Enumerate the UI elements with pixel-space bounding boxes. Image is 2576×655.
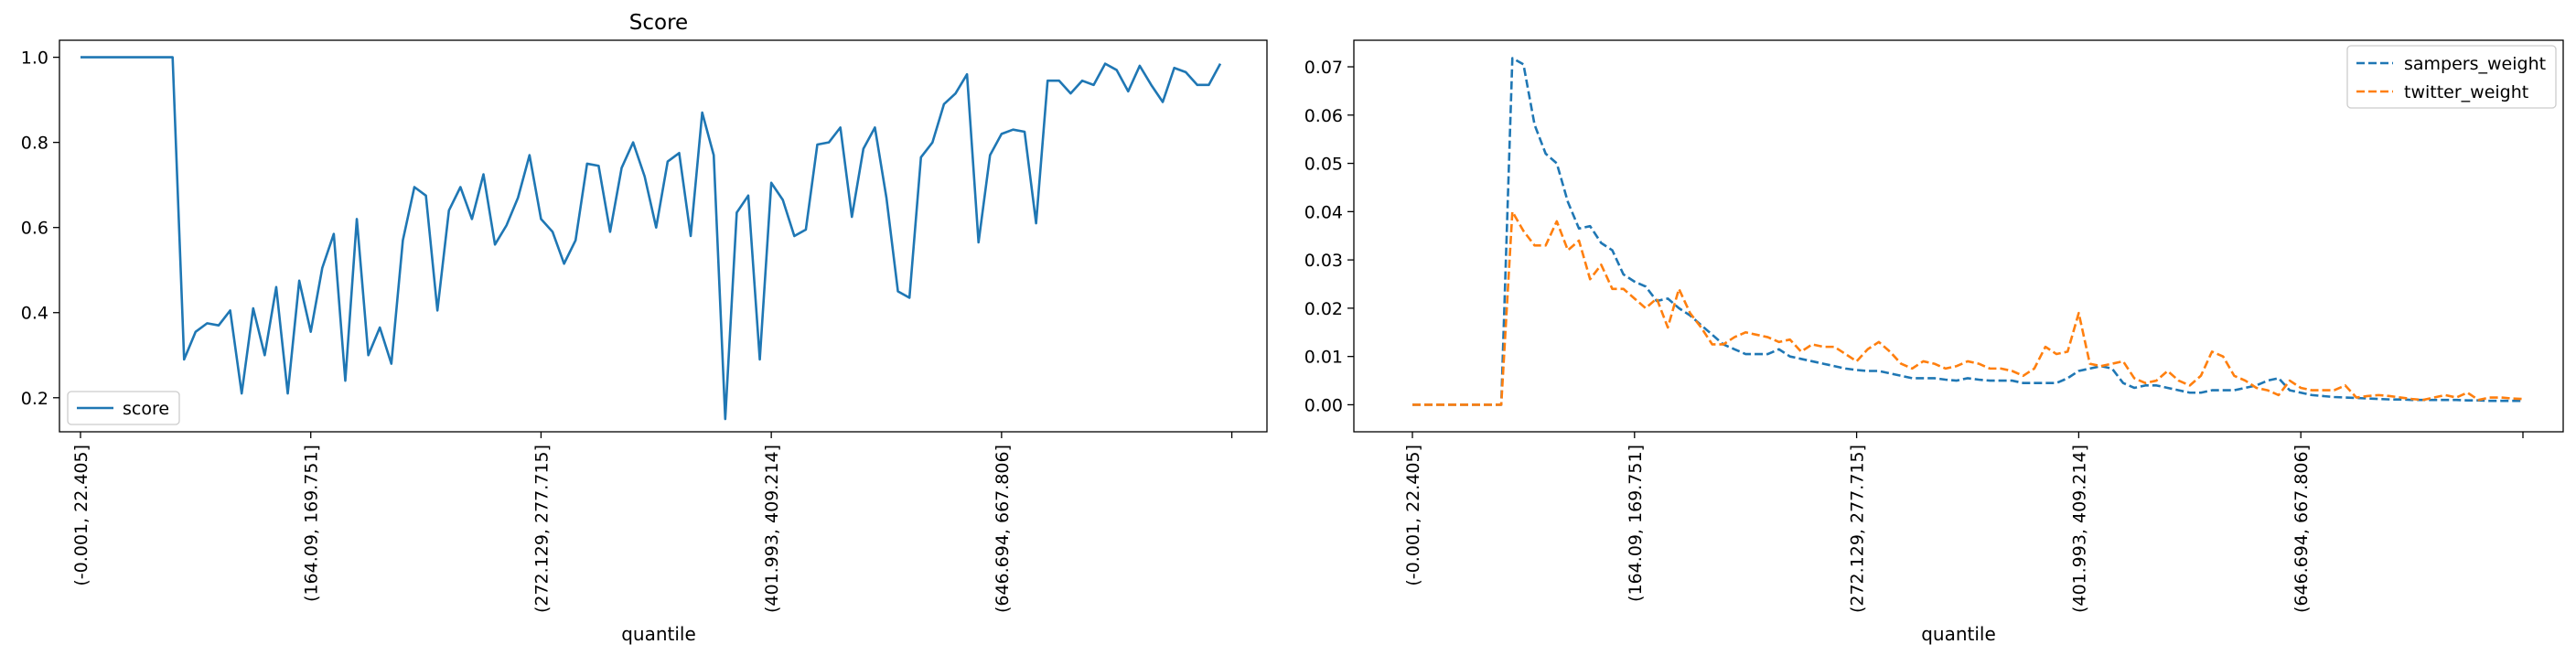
chart-title: Score	[629, 11, 688, 35]
y-tick-label: 0.07	[1304, 58, 1343, 78]
y-tick-label: 0.6	[21, 219, 48, 239]
y-axis: 0.2 0.4 0.6 0.8 1.0	[21, 48, 59, 409]
legend: sampers_weight twitter_weight	[2346, 45, 2557, 109]
axes-frame	[59, 39, 1268, 433]
series-line-score	[80, 56, 1222, 421]
x-tick-label: (646.694, 667.806]	[993, 445, 1013, 613]
legend-label-sampers-weight: sampers_weight	[2404, 54, 2546, 74]
score-chart: Score 0.2 0.4 0.6 0.8 1.0 (-0.001, 22.405] (1…	[21, 11, 1268, 645]
x-axis-label: quantile	[1921, 623, 1996, 645]
legend-box	[67, 391, 180, 425]
x-tick-label: (164.09, 169.751]	[302, 445, 322, 602]
weight-chart: 0.00 0.01 0.02 0.03 0.04 0.05 0.06 0.07 (-0.001…	[1304, 39, 2564, 645]
y-tick-label: 0.04	[1304, 202, 1343, 222]
y-tick-label: 0.01	[1304, 348, 1343, 368]
legend-box	[2346, 45, 2557, 109]
x-axis-label: quantile	[621, 623, 696, 645]
legend-label-score: score	[123, 399, 169, 419]
series-line-twitter-weight	[1412, 210, 2524, 406]
x-tick-label: (646.694, 667.806]	[2292, 445, 2312, 613]
legend-label-twitter-weight: twitter_weight	[2404, 82, 2528, 102]
x-axis: (-0.001, 22.405] (164.09, 169.751] (272.12…	[71, 432, 1233, 613]
y-tick-label: 0.4	[21, 304, 48, 324]
x-tick-label: (401.993, 409.214]	[762, 445, 782, 613]
legend: score	[67, 391, 180, 425]
y-tick-label: 0.03	[1304, 251, 1343, 271]
plot-area	[1412, 57, 2524, 406]
x-tick-label: (272.129, 277.715]	[1848, 445, 1868, 613]
y-tick-label: 1.0	[21, 48, 48, 69]
y-tick-label: 0.02	[1304, 299, 1343, 319]
y-tick-label: 0.00	[1304, 395, 1343, 415]
x-tick-label: (-0.001, 22.405]	[71, 445, 91, 586]
x-tick-label: (-0.001, 22.405]	[1403, 445, 1423, 586]
x-axis: (-0.001, 22.405] (164.09, 169.751] (272.12…	[1403, 432, 2524, 613]
y-tick-label: 0.05	[1304, 155, 1343, 175]
x-tick-label: (272.129, 277.715]	[531, 445, 552, 613]
series-line-sampers-weight	[1412, 57, 2523, 406]
x-tick-label: (164.09, 169.751]	[1626, 445, 1646, 602]
y-tick-label: 0.06	[1304, 106, 1343, 126]
x-tick-label: (401.993, 409.214]	[2069, 445, 2089, 613]
y-tick-label: 0.2	[21, 389, 48, 409]
y-tick-label: 0.8	[21, 134, 48, 154]
y-axis: 0.00 0.01 0.02 0.03 0.04 0.05 0.06 0.07	[1304, 58, 1354, 415]
plot-area	[80, 56, 1222, 421]
axes-frame	[1353, 39, 2564, 433]
